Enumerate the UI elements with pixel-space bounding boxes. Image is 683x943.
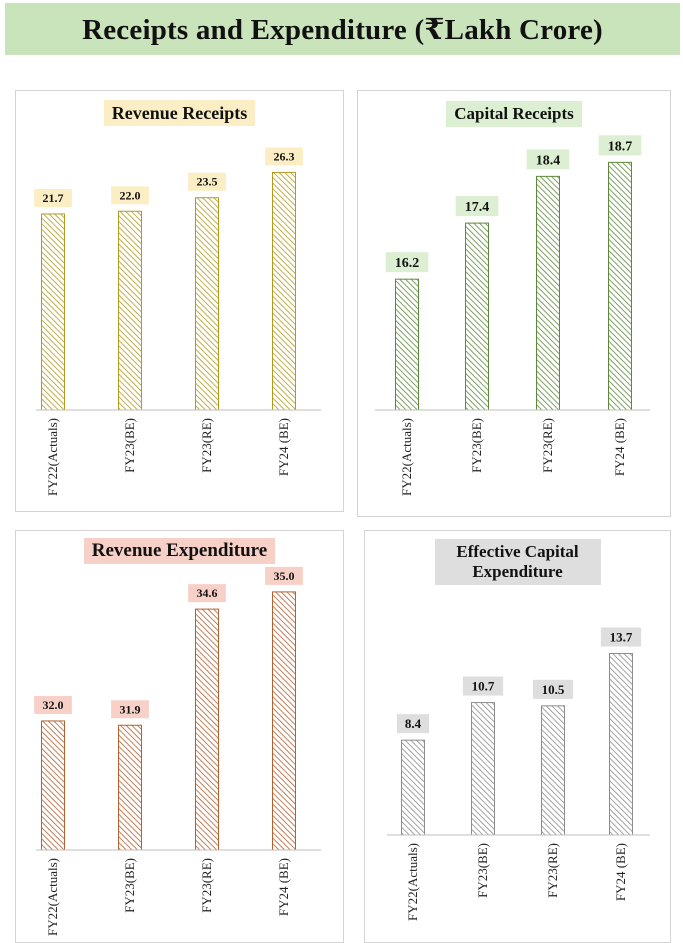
category-label: FY24 (BE) <box>276 418 291 476</box>
category-label: FY23(BE) <box>122 418 137 473</box>
revenue-expenditure-chart: Revenue Expenditure 32.0 FY22(Actuals) 31.… <box>15 530 344 943</box>
chart-title: Effective Capital Expenditure <box>434 539 601 585</box>
category-label: FY24 (BE) <box>276 858 291 916</box>
chart-title: Capital Receipts <box>446 101 582 127</box>
chart-title-container: Revenue Receipts <box>16 100 343 126</box>
chart-title-container: Effective Capital Expenditure <box>365 539 670 585</box>
category-label: FY23(RE) <box>545 843 560 898</box>
page-title: Receipts and Expenditure (₹Lakh Crore) <box>82 13 603 46</box>
data-label-bg <box>396 714 430 734</box>
category-label: FY22(Actuals) <box>45 858 60 936</box>
bar <box>536 175 560 411</box>
bar <box>465 222 489 411</box>
capital-receipts-chart: Capital Receipts 16.2 FY22(Actuals) 17.4 FY… <box>357 90 671 517</box>
category-label: FY22(Actuals) <box>399 418 414 496</box>
bar <box>609 653 633 836</box>
data-label-bg <box>265 147 303 166</box>
bar <box>41 213 65 411</box>
bar <box>608 161 632 411</box>
data-label: 34.6 <box>197 586 218 600</box>
bar <box>272 591 296 851</box>
bar <box>395 278 419 411</box>
data-label: 13.7 <box>610 630 633 645</box>
chart-title: Revenue Receipts <box>103 100 256 126</box>
bar-chart-svg: 32.0 FY22(Actuals) 31.9 FY23(BE) 34.6 FY23(RE… <box>34 566 321 936</box>
bar <box>195 608 219 851</box>
data-label-bg <box>34 695 72 714</box>
data-label-bg <box>265 566 303 585</box>
category-label: FY23(BE) <box>122 858 137 913</box>
category-label: FY23(BE) <box>469 418 484 473</box>
data-label-bg <box>385 252 429 273</box>
data-label: 18.4 <box>536 153 561 168</box>
bar <box>272 171 296 411</box>
chart-title-container: Capital Receipts <box>358 101 670 127</box>
data-label: 35.0 <box>274 569 295 583</box>
data-label-bg <box>532 679 574 699</box>
data-label-bg <box>188 172 226 191</box>
data-label: 26.3 <box>274 149 295 163</box>
category-label: FY24 (BE) <box>612 418 627 476</box>
data-label: 10.7 <box>472 679 495 694</box>
category-label: FY22(Actuals) <box>405 843 420 921</box>
category-label: FY22(Actuals) <box>45 418 60 496</box>
bar-chart-svg: 21.7 FY22(Actuals) 22.0 FY23(BE) 23.5 FY23(RE… <box>34 147 321 496</box>
data-label-bg <box>34 188 72 207</box>
data-label-bg <box>526 149 570 170</box>
data-label-bg <box>462 676 504 696</box>
effective-capital-expenditure-chart: Effective Capital Expenditure 8.4 FY22(Ac… <box>364 530 671 943</box>
data-label: 22.0 <box>120 188 141 202</box>
data-label: 32.0 <box>43 698 64 712</box>
data-label: 23.5 <box>197 175 218 189</box>
data-label: 8.4 <box>405 716 422 731</box>
bar-chart-svg: 8.4 FY22(Actuals) 10.7 FY23(BE) 10.5 FY23(RE)… <box>387 627 650 921</box>
category-label: FY23(BE) <box>475 843 490 898</box>
data-label: 10.5 <box>542 682 565 697</box>
data-label-bg <box>188 584 226 603</box>
data-label-bg <box>600 627 642 647</box>
chart-title-container: Revenue Expenditure <box>16 538 343 564</box>
data-label: 17.4 <box>465 200 490 215</box>
data-label-bg <box>455 196 499 217</box>
page-title-banner: Receipts and Expenditure (₹Lakh Crore) <box>5 3 680 55</box>
bar <box>195 197 219 411</box>
data-label-bg <box>111 186 149 205</box>
bar <box>471 702 495 836</box>
data-label: 18.7 <box>608 139 633 154</box>
bar <box>118 724 142 851</box>
data-label: 31.9 <box>120 702 141 716</box>
bar <box>541 705 565 836</box>
bar-chart-svg: 16.2 FY22(Actuals) 17.4 FY23(BE) 18.4 FY23(RE… <box>375 135 650 496</box>
bar <box>401 739 425 836</box>
bar <box>41 720 65 851</box>
revenue-receipts-chart: Revenue Receipts 21.7 FY22(Actuals) 22.0 FY… <box>15 90 344 512</box>
category-label: FY23(RE) <box>540 418 555 473</box>
category-label: FY23(RE) <box>199 418 214 473</box>
data-label: 16.2 <box>395 256 420 271</box>
data-label-bg <box>111 700 149 719</box>
category-label: FY23(RE) <box>199 858 214 913</box>
data-label: 21.7 <box>43 191 64 205</box>
chart-title: Revenue Expenditure <box>83 538 276 564</box>
bar <box>118 210 142 411</box>
category-label: FY24 (BE) <box>613 843 628 901</box>
data-label-bg <box>598 135 642 156</box>
